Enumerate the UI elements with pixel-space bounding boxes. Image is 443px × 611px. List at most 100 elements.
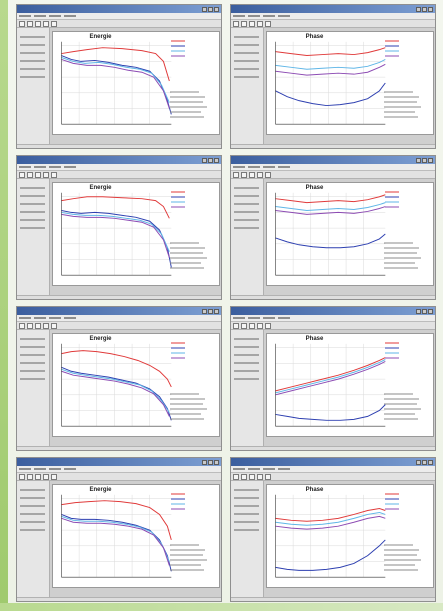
analysis-window-5[interactable]: Energie	[16, 306, 222, 451]
menu-item[interactable]	[19, 317, 31, 319]
side-item[interactable]	[20, 195, 45, 197]
side-item[interactable]	[234, 211, 259, 213]
side-item[interactable]	[20, 529, 45, 531]
maximize-icon[interactable]	[422, 459, 427, 465]
side-item[interactable]	[234, 362, 259, 364]
side-item[interactable]	[234, 227, 259, 229]
side-item[interactable]	[20, 219, 45, 221]
close-icon[interactable]	[428, 459, 433, 465]
settings-icon[interactable]	[265, 322, 271, 329]
menu-item[interactable]	[49, 15, 61, 17]
menu-item[interactable]	[278, 166, 290, 168]
minimize-icon[interactable]	[416, 157, 421, 163]
save-icon[interactable]	[241, 322, 247, 329]
settings-icon[interactable]	[265, 171, 271, 178]
open-icon[interactable]	[233, 322, 239, 329]
maximize-icon[interactable]	[422, 6, 427, 12]
side-item[interactable]	[234, 354, 259, 356]
save-icon[interactable]	[27, 20, 33, 27]
side-item[interactable]	[20, 227, 45, 229]
side-item[interactable]	[234, 513, 259, 515]
settings-icon[interactable]	[51, 322, 57, 329]
side-item[interactable]	[234, 489, 259, 491]
save-icon[interactable]	[241, 473, 247, 480]
zoom-icon[interactable]	[43, 473, 49, 480]
menu-item[interactable]	[278, 317, 290, 319]
open-icon[interactable]	[19, 20, 25, 27]
side-item[interactable]	[20, 44, 45, 46]
maximize-icon[interactable]	[208, 6, 213, 12]
side-item[interactable]	[234, 60, 259, 62]
print-icon[interactable]	[249, 20, 255, 27]
save-icon[interactable]	[27, 473, 33, 480]
side-item[interactable]	[234, 338, 259, 340]
menu-item[interactable]	[34, 468, 46, 470]
menu-item[interactable]	[263, 15, 275, 17]
close-icon[interactable]	[428, 6, 433, 12]
side-item[interactable]	[20, 76, 45, 78]
side-item[interactable]	[20, 338, 45, 340]
analysis-window-8[interactable]: Phase	[230, 457, 436, 602]
side-item[interactable]	[20, 68, 45, 70]
side-item[interactable]	[234, 68, 259, 70]
minimize-icon[interactable]	[416, 308, 421, 314]
side-item[interactable]	[234, 370, 259, 372]
menu-item[interactable]	[263, 468, 275, 470]
side-item[interactable]	[20, 354, 45, 356]
open-icon[interactable]	[233, 171, 239, 178]
settings-icon[interactable]	[51, 473, 57, 480]
print-icon[interactable]	[35, 322, 41, 329]
side-item[interactable]	[234, 195, 259, 197]
side-item[interactable]	[234, 497, 259, 499]
minimize-icon[interactable]	[416, 6, 421, 12]
menu-item[interactable]	[49, 317, 61, 319]
zoom-icon[interactable]	[43, 20, 49, 27]
open-icon[interactable]	[233, 20, 239, 27]
menu-item[interactable]	[49, 166, 61, 168]
side-item[interactable]	[20, 521, 45, 523]
menu-item[interactable]	[278, 468, 290, 470]
menu-item[interactable]	[49, 468, 61, 470]
settings-icon[interactable]	[51, 171, 57, 178]
analysis-window-4[interactable]: Phase	[230, 155, 436, 300]
side-item[interactable]	[234, 36, 259, 38]
menu-item[interactable]	[248, 15, 260, 17]
menu-item[interactable]	[19, 166, 31, 168]
side-item[interactable]	[20, 203, 45, 205]
zoom-icon[interactable]	[257, 322, 263, 329]
analysis-window-2[interactable]: Phase	[230, 4, 436, 149]
settings-icon[interactable]	[265, 473, 271, 480]
menu-item[interactable]	[248, 317, 260, 319]
menu-item[interactable]	[64, 15, 76, 17]
open-icon[interactable]	[233, 473, 239, 480]
close-icon[interactable]	[428, 308, 433, 314]
minimize-icon[interactable]	[202, 157, 207, 163]
close-icon[interactable]	[214, 459, 219, 465]
side-item[interactable]	[20, 36, 45, 38]
side-item[interactable]	[20, 489, 45, 491]
close-icon[interactable]	[428, 157, 433, 163]
print-icon[interactable]	[249, 473, 255, 480]
minimize-icon[interactable]	[202, 459, 207, 465]
menu-item[interactable]	[233, 468, 245, 470]
menu-item[interactable]	[19, 468, 31, 470]
analysis-window-3[interactable]: Energie	[16, 155, 222, 300]
menu-item[interactable]	[248, 468, 260, 470]
side-item[interactable]	[234, 521, 259, 523]
side-item[interactable]	[20, 370, 45, 372]
minimize-icon[interactable]	[202, 6, 207, 12]
menu-item[interactable]	[233, 166, 245, 168]
side-item[interactable]	[234, 203, 259, 205]
side-item[interactable]	[234, 219, 259, 221]
menu-item[interactable]	[278, 15, 290, 17]
save-icon[interactable]	[241, 171, 247, 178]
menu-item[interactable]	[34, 15, 46, 17]
menu-item[interactable]	[64, 317, 76, 319]
zoom-icon[interactable]	[257, 20, 263, 27]
zoom-icon[interactable]	[257, 171, 263, 178]
menu-item[interactable]	[248, 166, 260, 168]
side-item[interactable]	[234, 52, 259, 54]
open-icon[interactable]	[19, 171, 25, 178]
open-icon[interactable]	[19, 473, 25, 480]
side-item[interactable]	[234, 44, 259, 46]
